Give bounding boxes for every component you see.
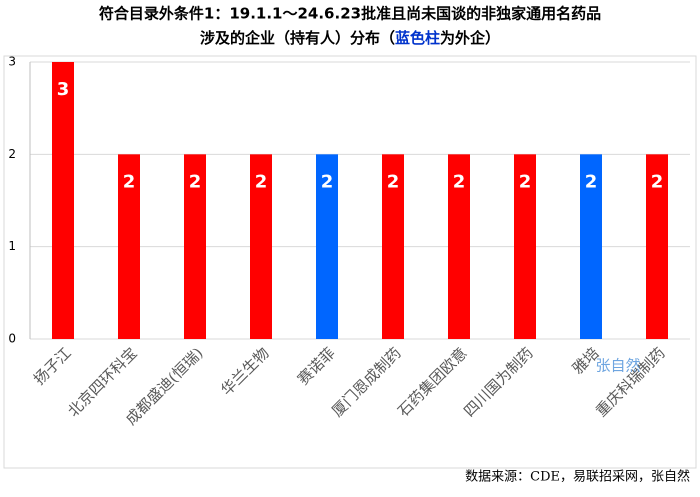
bar: [316, 154, 338, 339]
y-tick-label: 3: [8, 55, 16, 69]
x-tick-label: 四川国为制药: [460, 344, 536, 420]
bar: [514, 154, 536, 339]
data-label: 2: [651, 171, 664, 192]
data-label: 2: [453, 171, 466, 192]
x-tick-label: 重庆科瑞制药: [592, 344, 668, 420]
y-tick-label: 0: [8, 332, 16, 346]
chart-title: 符合目录外条件1：19.1.1～24.6.23批准且尚未国谈的非独家通用名药品: [99, 5, 601, 23]
subtitle-part: 涉及的企业（持有人）分布（: [200, 29, 395, 47]
data-label: 2: [123, 171, 136, 192]
watermark: 张自然: [595, 357, 640, 375]
bar: [646, 154, 668, 339]
x-tick-label: 石药集团欧意: [394, 344, 470, 420]
data-label: 2: [387, 171, 400, 192]
source-note: 数据来源：CDE，易联招采网，张自然: [465, 469, 690, 485]
subtitle-part: 为外企）: [440, 29, 500, 47]
x-tick-label: 赛诺菲: [294, 344, 339, 389]
bar: [118, 154, 140, 339]
bar: [52, 62, 74, 339]
data-label: 2: [321, 171, 334, 192]
bar: [448, 154, 470, 339]
data-label: 2: [255, 171, 268, 192]
data-label: 2: [189, 171, 202, 192]
bar: [250, 154, 272, 339]
chart-frame: [3, 55, 697, 469]
data-label: 2: [585, 171, 598, 192]
y-tick-label: 1: [8, 239, 16, 253]
bar: [184, 154, 206, 339]
y-tick-label: 2: [8, 147, 16, 161]
x-tick-label: 厦门恩成制药: [328, 344, 404, 420]
data-label: 2: [519, 171, 532, 192]
x-tick-label: 华兰生物: [217, 344, 272, 399]
x-tick-label: 扬子江: [30, 344, 75, 389]
bar: [580, 154, 602, 339]
subtitle-highlight: 蓝色柱: [395, 29, 440, 47]
data-label: 3: [57, 79, 70, 100]
bar: [382, 154, 404, 339]
chart-subtitle: 涉及的企业（持有人）分布（蓝色柱为外企）: [200, 29, 500, 47]
